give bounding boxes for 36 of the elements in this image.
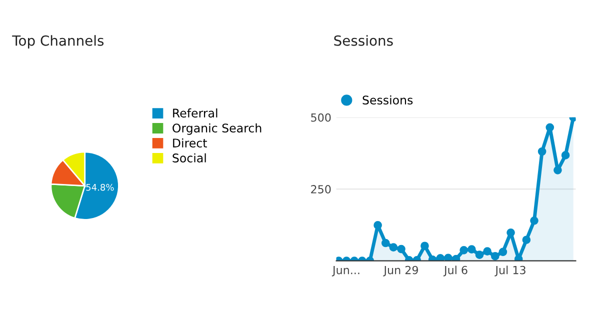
point [483, 247, 492, 256]
point [498, 248, 508, 256]
point [381, 238, 390, 248]
point [420, 242, 429, 250]
point [554, 166, 562, 174]
point [506, 228, 515, 237]
x-tick-label: Jul 13 [494, 266, 526, 276]
legend-label: Sessions [362, 95, 413, 105]
point [475, 250, 484, 259]
point [522, 236, 531, 244]
y-tick-label: 250 [311, 185, 331, 194]
chart-title: Top Channels [12, 35, 104, 49]
x-tick-label: Jul 6 [443, 266, 468, 276]
y-tick-label: 500 [311, 113, 331, 122]
data-label: 54.8% [86, 184, 114, 191]
point [546, 123, 554, 132]
point [397, 244, 406, 254]
point [561, 151, 570, 160]
legend-label: Organic Search [172, 123, 262, 135]
point [490, 252, 500, 260]
x-tick-label: Jun 29 [383, 266, 418, 276]
point [436, 254, 445, 261]
point [467, 245, 476, 254]
point [389, 243, 398, 252]
point [538, 147, 546, 156]
legend-label: Referral [173, 108, 218, 118]
chart-title: Sessions [334, 35, 393, 46]
legend-label: Social [172, 153, 206, 162]
point [514, 254, 523, 261]
x-tick-label: Jun... [332, 266, 360, 276]
point [374, 221, 382, 230]
point [530, 216, 538, 225]
point [460, 246, 468, 254]
point [452, 254, 460, 261]
legend-label: Direct [173, 138, 207, 148]
point [444, 254, 452, 261]
